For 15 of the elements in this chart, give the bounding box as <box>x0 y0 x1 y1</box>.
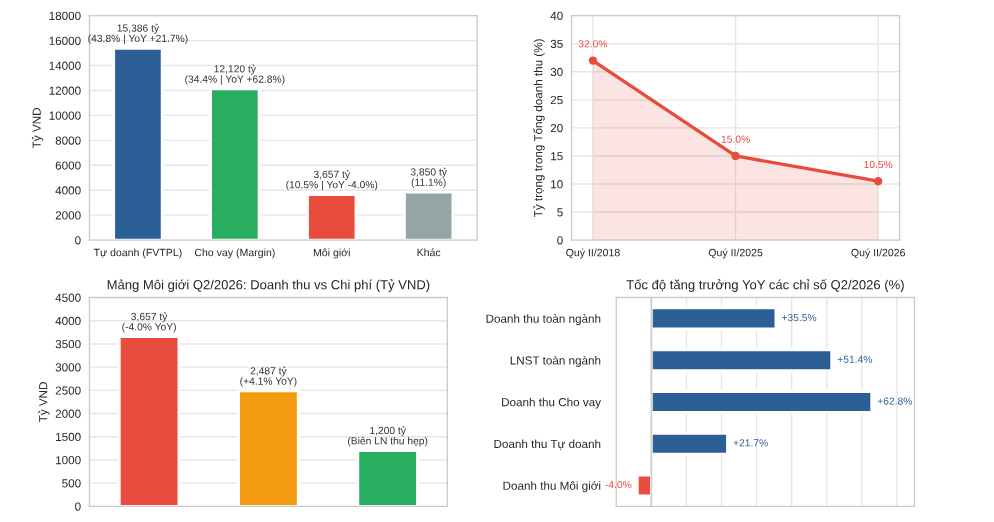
bar <box>237 389 300 507</box>
point <box>731 151 740 161</box>
bar <box>356 449 419 507</box>
point <box>588 56 598 65</box>
bar <box>649 348 834 373</box>
bar <box>635 473 653 498</box>
bar <box>117 335 181 507</box>
bar <box>649 431 729 456</box>
bar <box>649 390 874 414</box>
point <box>874 177 883 186</box>
bar <box>403 190 455 241</box>
bar <box>112 46 164 241</box>
bar <box>306 193 358 241</box>
bar <box>649 306 778 331</box>
bar <box>209 87 261 241</box>
